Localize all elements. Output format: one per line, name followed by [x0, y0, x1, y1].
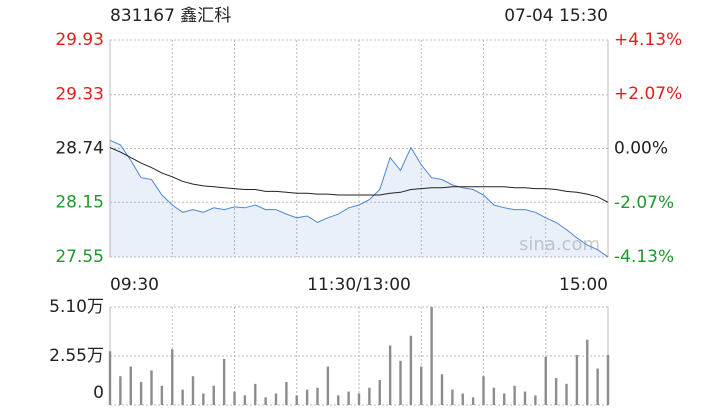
volume-bar [534, 395, 537, 405]
volume-bar [212, 385, 215, 405]
volume-bar [347, 391, 350, 405]
volume-bar [337, 395, 340, 405]
volume-bar [440, 374, 444, 405]
volume-bar [222, 358, 226, 405]
volume-bar [285, 381, 288, 405]
volume-bar [513, 385, 516, 405]
volume-bar [388, 345, 392, 405]
volume-bar [243, 395, 247, 405]
y-tick-label: 27.55 [55, 247, 104, 267]
volume-bar [264, 397, 267, 405]
y2-tick-label: +2.07% [614, 84, 682, 104]
price-line [109, 139, 609, 258]
timestamp: 07-04 15:30 [504, 6, 608, 26]
stock-title: 831167 鑫汇科 [110, 6, 231, 26]
y-tick-label: 28.15 [55, 192, 104, 212]
volume-bar [482, 376, 485, 405]
volume-bar [139, 381, 143, 405]
volume-bar [191, 376, 195, 405]
volume-bar [202, 393, 205, 405]
volume-bar [368, 387, 371, 405]
volume-bar [430, 307, 433, 405]
y2-tick-label: -2.07% [614, 193, 674, 213]
y2-tick-label: +4.13% [614, 30, 682, 50]
volume-bar [150, 370, 153, 405]
volume-bar [420, 366, 423, 405]
volume-bar [544, 356, 547, 405]
volume-bar [295, 395, 298, 405]
volume-bar [596, 368, 599, 405]
x-tick-label: 15:00 [559, 275, 608, 295]
volume-bar [305, 389, 309, 405]
volume-bar [274, 393, 278, 405]
volume-bar [233, 391, 236, 405]
average-line [109, 147, 609, 203]
volume-bar [399, 360, 402, 405]
volume-bar [471, 397, 475, 405]
volume-bar [565, 383, 568, 405]
volume-bar [461, 393, 464, 405]
volume-bar [171, 349, 174, 405]
volume-bar [326, 366, 330, 405]
volume-bar [378, 380, 381, 405]
y-tick-label: 2.55万 [49, 346, 104, 366]
y-tick-label: 29.33 [55, 85, 104, 105]
volume-bar [586, 339, 589, 405]
y-tick-label: 28.74 [55, 139, 104, 159]
volume-bar [181, 389, 184, 405]
x-tick-label: 11:30/13:00 [307, 275, 411, 295]
y2-tick-label: -4.13% [614, 247, 674, 267]
volume-bar [606, 355, 610, 405]
volume-bar [409, 335, 413, 405]
volume-bar [129, 366, 132, 405]
volume-bar [523, 391, 527, 405]
volume-bar [160, 385, 164, 405]
x-tick-label: 09:30 [110, 275, 159, 295]
volume-bar [316, 387, 319, 405]
volume-bar [503, 393, 506, 405]
volume-bar [357, 393, 361, 405]
watermark: sina.com [519, 234, 600, 255]
volume-bar [254, 383, 257, 405]
volume-bar [554, 378, 558, 405]
price-area [110, 140, 608, 257]
y-tick-label: 5.10万 [49, 297, 104, 317]
y2-tick-label: 0.00% [614, 139, 668, 159]
y-tick-label: 0 [93, 383, 104, 403]
volume-bar [451, 389, 454, 405]
y-tick-label: 29.93 [55, 30, 104, 50]
volume-bar [108, 351, 112, 405]
volume-bar [492, 387, 496, 405]
volume-bar [119, 376, 122, 405]
volume-bar [575, 355, 579, 405]
